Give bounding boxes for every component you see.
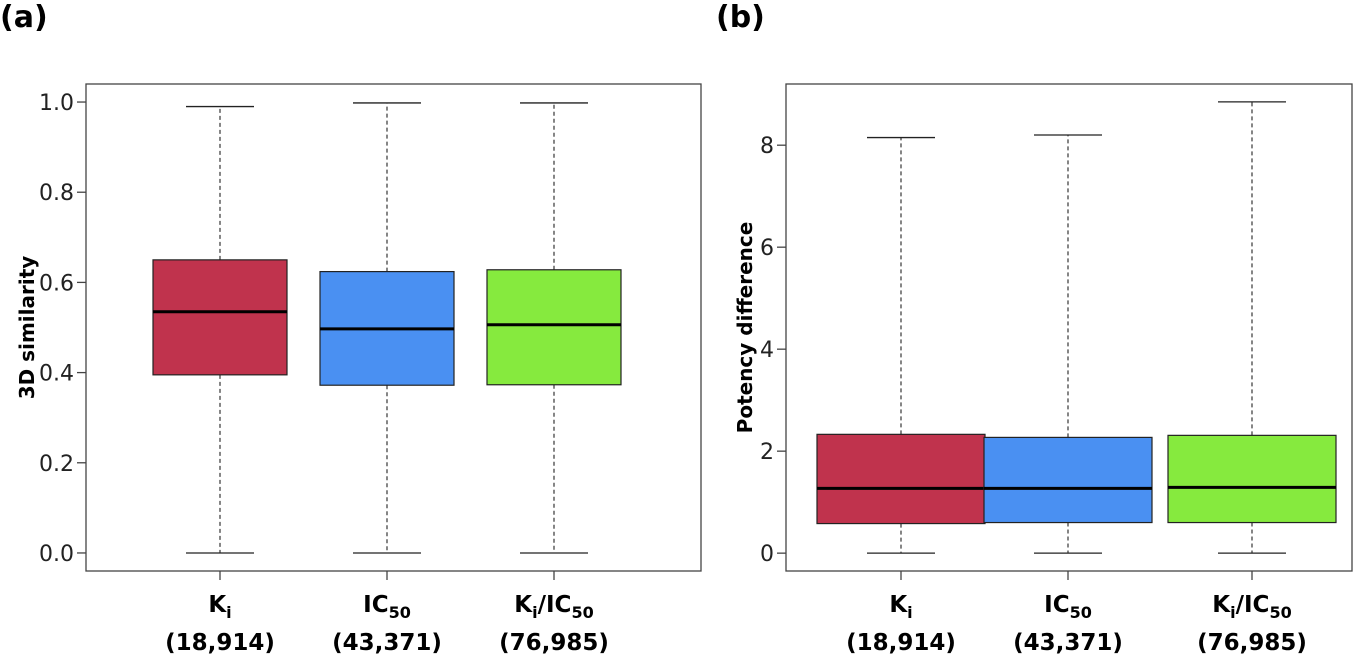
category-label: IC50 [1044,592,1092,622]
y-tick-label: 0 [760,542,774,567]
category-label: IC50 [363,592,411,622]
box-iqr [983,436,1153,524]
y-tick-label: 0.2 [39,452,74,477]
y-tick-label: 0.8 [39,181,74,206]
box-iqr [152,259,288,376]
y-tick-label: 0.6 [39,271,74,296]
y-tick-label: 8 [760,134,774,159]
category-count-label: (18,914) [846,630,956,656]
category-label: Ki [208,592,231,622]
box-iqr [486,269,622,386]
y-tick-label: 0.0 [39,542,74,567]
category-count-label: (43,371) [332,630,442,656]
plot-frame [85,83,702,572]
y-tick-label: 0.4 [39,362,74,387]
category-label: Ki/IC50 [514,592,593,622]
category-count-label: (76,985) [1197,630,1307,656]
category-label: Ki [889,592,912,622]
y-tick-label: 1.0 [39,91,74,116]
y-tick-label: 2 [760,440,774,465]
y-tick-label: 4 [760,338,774,363]
category-count-label: (18,914) [165,630,275,656]
panel-a-tag: (a) [0,0,48,35]
plot-frame [785,83,1353,572]
box-iqr [1167,434,1337,524]
panel-a-plot: 0.0 0.2 0.4 0.6 0.8 1.0 3D similarity Ki (18,914… [15,83,702,656]
y-axis-title: 3D similarity [15,256,39,400]
box-iqr [816,433,986,525]
y-tick-label: 6 [760,236,774,261]
category-label: Ki/IC50 [1212,592,1291,622]
panel-b-tag: (b) [716,0,765,35]
category-count-label: (76,985) [499,630,609,656]
category-count-label: (43,371) [1013,630,1123,656]
y-axis-title: Potency difference [733,222,757,434]
panel-b-plot: 0 2 4 6 8 Potency difference Ki (18,914) IC50 (43… [733,83,1353,656]
